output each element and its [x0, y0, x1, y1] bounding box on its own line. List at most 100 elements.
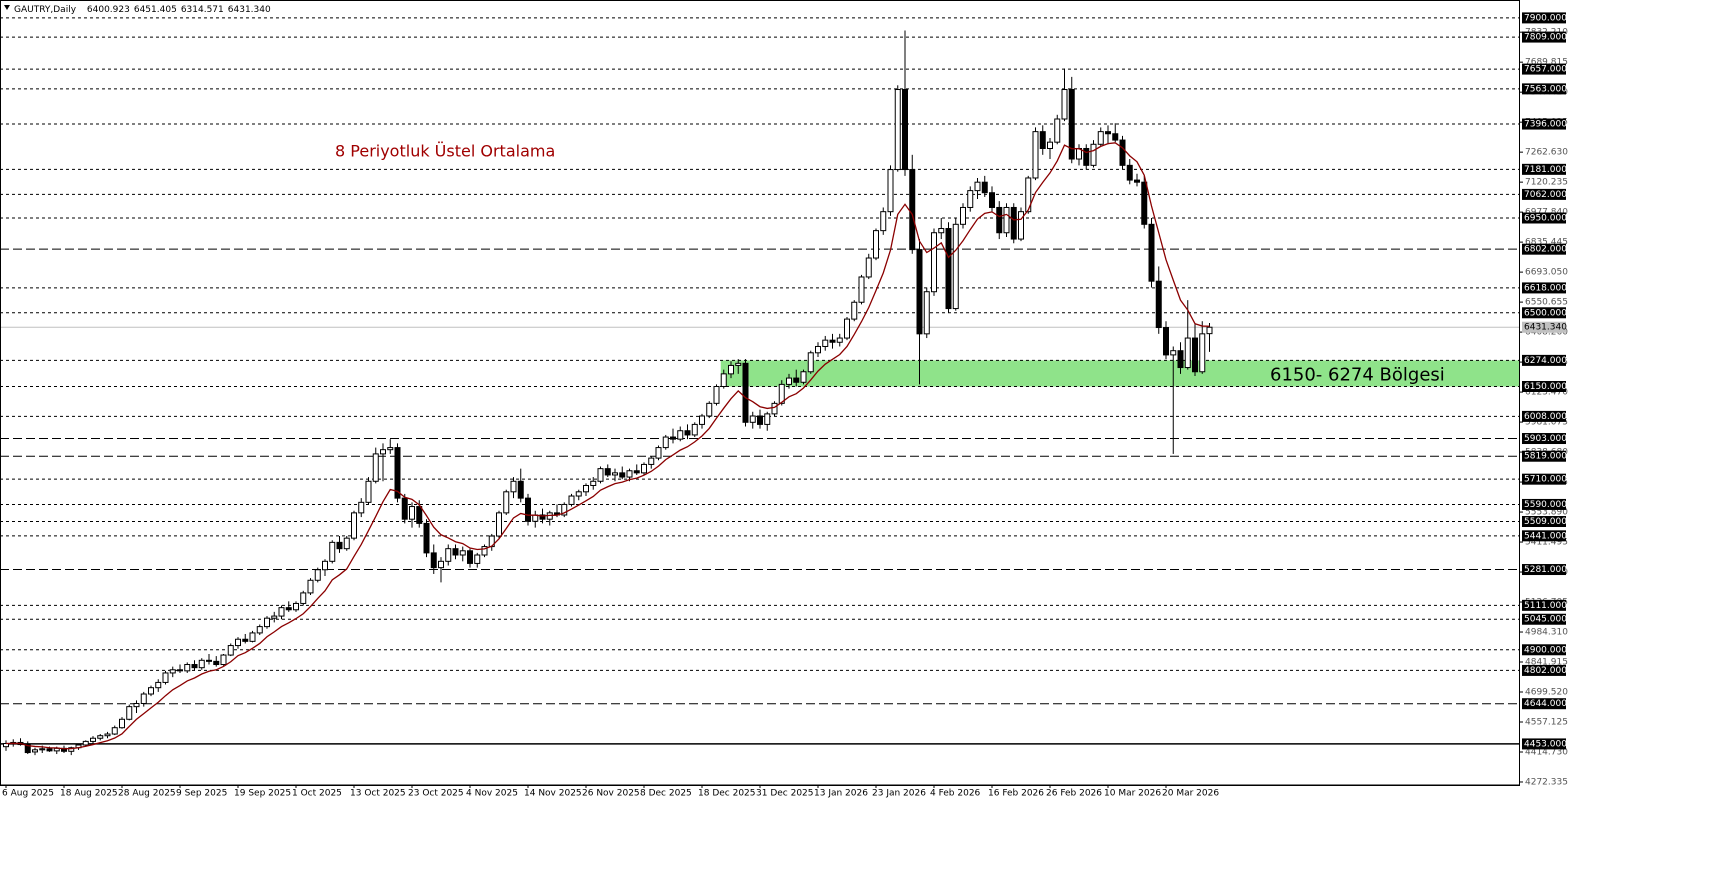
- candle-body: [119, 718, 125, 729]
- candle-body: [989, 192, 995, 208]
- x-tick-label: 23 Oct 2025: [408, 789, 464, 799]
- candle-body: [503, 491, 510, 514]
- y-tick-label: 4557.125: [1525, 717, 1568, 727]
- candle-body: [633, 470, 640, 474]
- candle-body: [815, 345, 821, 354]
- candle-body: [822, 339, 829, 347]
- candle-body: [380, 449, 386, 455]
- candle-body: [1163, 327, 1169, 356]
- candle-body: [575, 491, 582, 497]
- level-label-bg: [1522, 516, 1566, 528]
- candle-body: [916, 249, 923, 335]
- level-label: 7900.000: [1524, 13, 1567, 23]
- candle-body: [996, 206, 1003, 234]
- level-label-bg: [1522, 163, 1566, 175]
- level-label-bg: [1522, 473, 1566, 485]
- candle-body: [829, 339, 836, 343]
- level-label: 7563.000: [1524, 84, 1567, 94]
- level-label-bg: [1522, 644, 1566, 656]
- candle-body: [401, 497, 408, 520]
- candle-body: [641, 463, 647, 474]
- candle-body: [293, 602, 299, 611]
- candle-body: [720, 373, 727, 387]
- x-tick-label: 18 Aug 2025: [60, 789, 118, 799]
- candle-body: [169, 669, 176, 674]
- y-tick-label: 4414.730: [1525, 747, 1568, 757]
- candle-body: [938, 228, 945, 234]
- candle-body: [365, 480, 372, 503]
- y-tick-label: 5411.495: [1525, 538, 1568, 548]
- candle-body: [227, 645, 234, 656]
- candle-body: [807, 352, 814, 373]
- candle-body: [438, 560, 444, 569]
- candle-body: [1083, 147, 1090, 166]
- level-label-bg: [1522, 307, 1566, 319]
- level-label-bg: [1522, 83, 1566, 95]
- candle-body: [32, 749, 38, 753]
- candle-body: [945, 228, 952, 310]
- candle-body: [1068, 89, 1075, 160]
- level-label-bg: [1522, 212, 1566, 224]
- candle-body: [467, 550, 473, 564]
- x-tick-label: 1 Oct 2025: [292, 789, 342, 799]
- candle-body: [865, 257, 872, 278]
- y-tick-label: 4984.310: [1525, 628, 1568, 638]
- x-tick-label: 10 Mar 2026: [1104, 789, 1161, 799]
- candle-body: [249, 632, 256, 642]
- x-tick-label: 6 Aug 2025: [2, 789, 54, 799]
- candle-body: [68, 747, 75, 752]
- candle-body: [1025, 177, 1032, 213]
- y-tick-label: 7120.235: [1525, 178, 1568, 188]
- level-label-bg: [1522, 613, 1566, 625]
- level-label-bg: [1522, 63, 1566, 75]
- candle-body: [793, 377, 800, 383]
- level-label-bg: [1522, 564, 1566, 576]
- candle-body: [1126, 164, 1133, 181]
- candle-body: [757, 415, 763, 425]
- candle-body: [604, 468, 611, 476]
- candle-body: [271, 615, 278, 619]
- candle-body: [858, 276, 865, 303]
- candle-body: [764, 413, 771, 425]
- candle-body: [387, 447, 394, 451]
- candle-body: [242, 638, 249, 642]
- level-label-bg: [1522, 433, 1566, 445]
- level-label: 6802.000: [1524, 245, 1567, 255]
- candle-body: [126, 706, 133, 720]
- candle-body: [960, 206, 966, 225]
- level-label-bg: [1522, 738, 1566, 750]
- level-label: 6274.000: [1524, 356, 1567, 366]
- x-tick-label: 13 Jan 2026: [814, 789, 868, 799]
- level-label-bg: [1522, 282, 1566, 294]
- level-label: 7181.000: [1524, 165, 1567, 175]
- level-label-bg: [1522, 31, 1566, 43]
- annotation: 8 Periyotluk Üstel Ortalama: [335, 142, 555, 161]
- level-label: 6500.000: [1524, 308, 1567, 318]
- candle-body: [1170, 350, 1177, 356]
- candle-body: [670, 436, 676, 440]
- candle-body: [1134, 179, 1140, 183]
- level-label: 7062.000: [1524, 190, 1567, 200]
- candle-body: [525, 497, 531, 522]
- x-tick-label: 8 Dec 2025: [640, 789, 692, 799]
- y-tick-label: 4699.520: [1525, 688, 1568, 698]
- level-label-bg: [1522, 498, 1566, 510]
- candle-body: [1199, 333, 1206, 373]
- candle-body: [474, 554, 481, 564]
- candle-body: [184, 664, 191, 672]
- candle-body: [923, 291, 930, 335]
- candle-body: [778, 383, 785, 404]
- candle-body: [285, 607, 292, 611]
- candle-body: [104, 733, 111, 737]
- candle-body: [133, 702, 140, 708]
- current-price-label: 6431.340: [1524, 323, 1567, 333]
- level-label: 7809.000: [1524, 33, 1567, 43]
- level-label: 5710.000: [1524, 475, 1567, 485]
- level-label-bg: [1522, 698, 1566, 710]
- y-tick-label: 6693.050: [1525, 268, 1568, 278]
- candle-body: [97, 735, 104, 739]
- candle-body: [372, 453, 379, 482]
- candle-body: [358, 501, 365, 514]
